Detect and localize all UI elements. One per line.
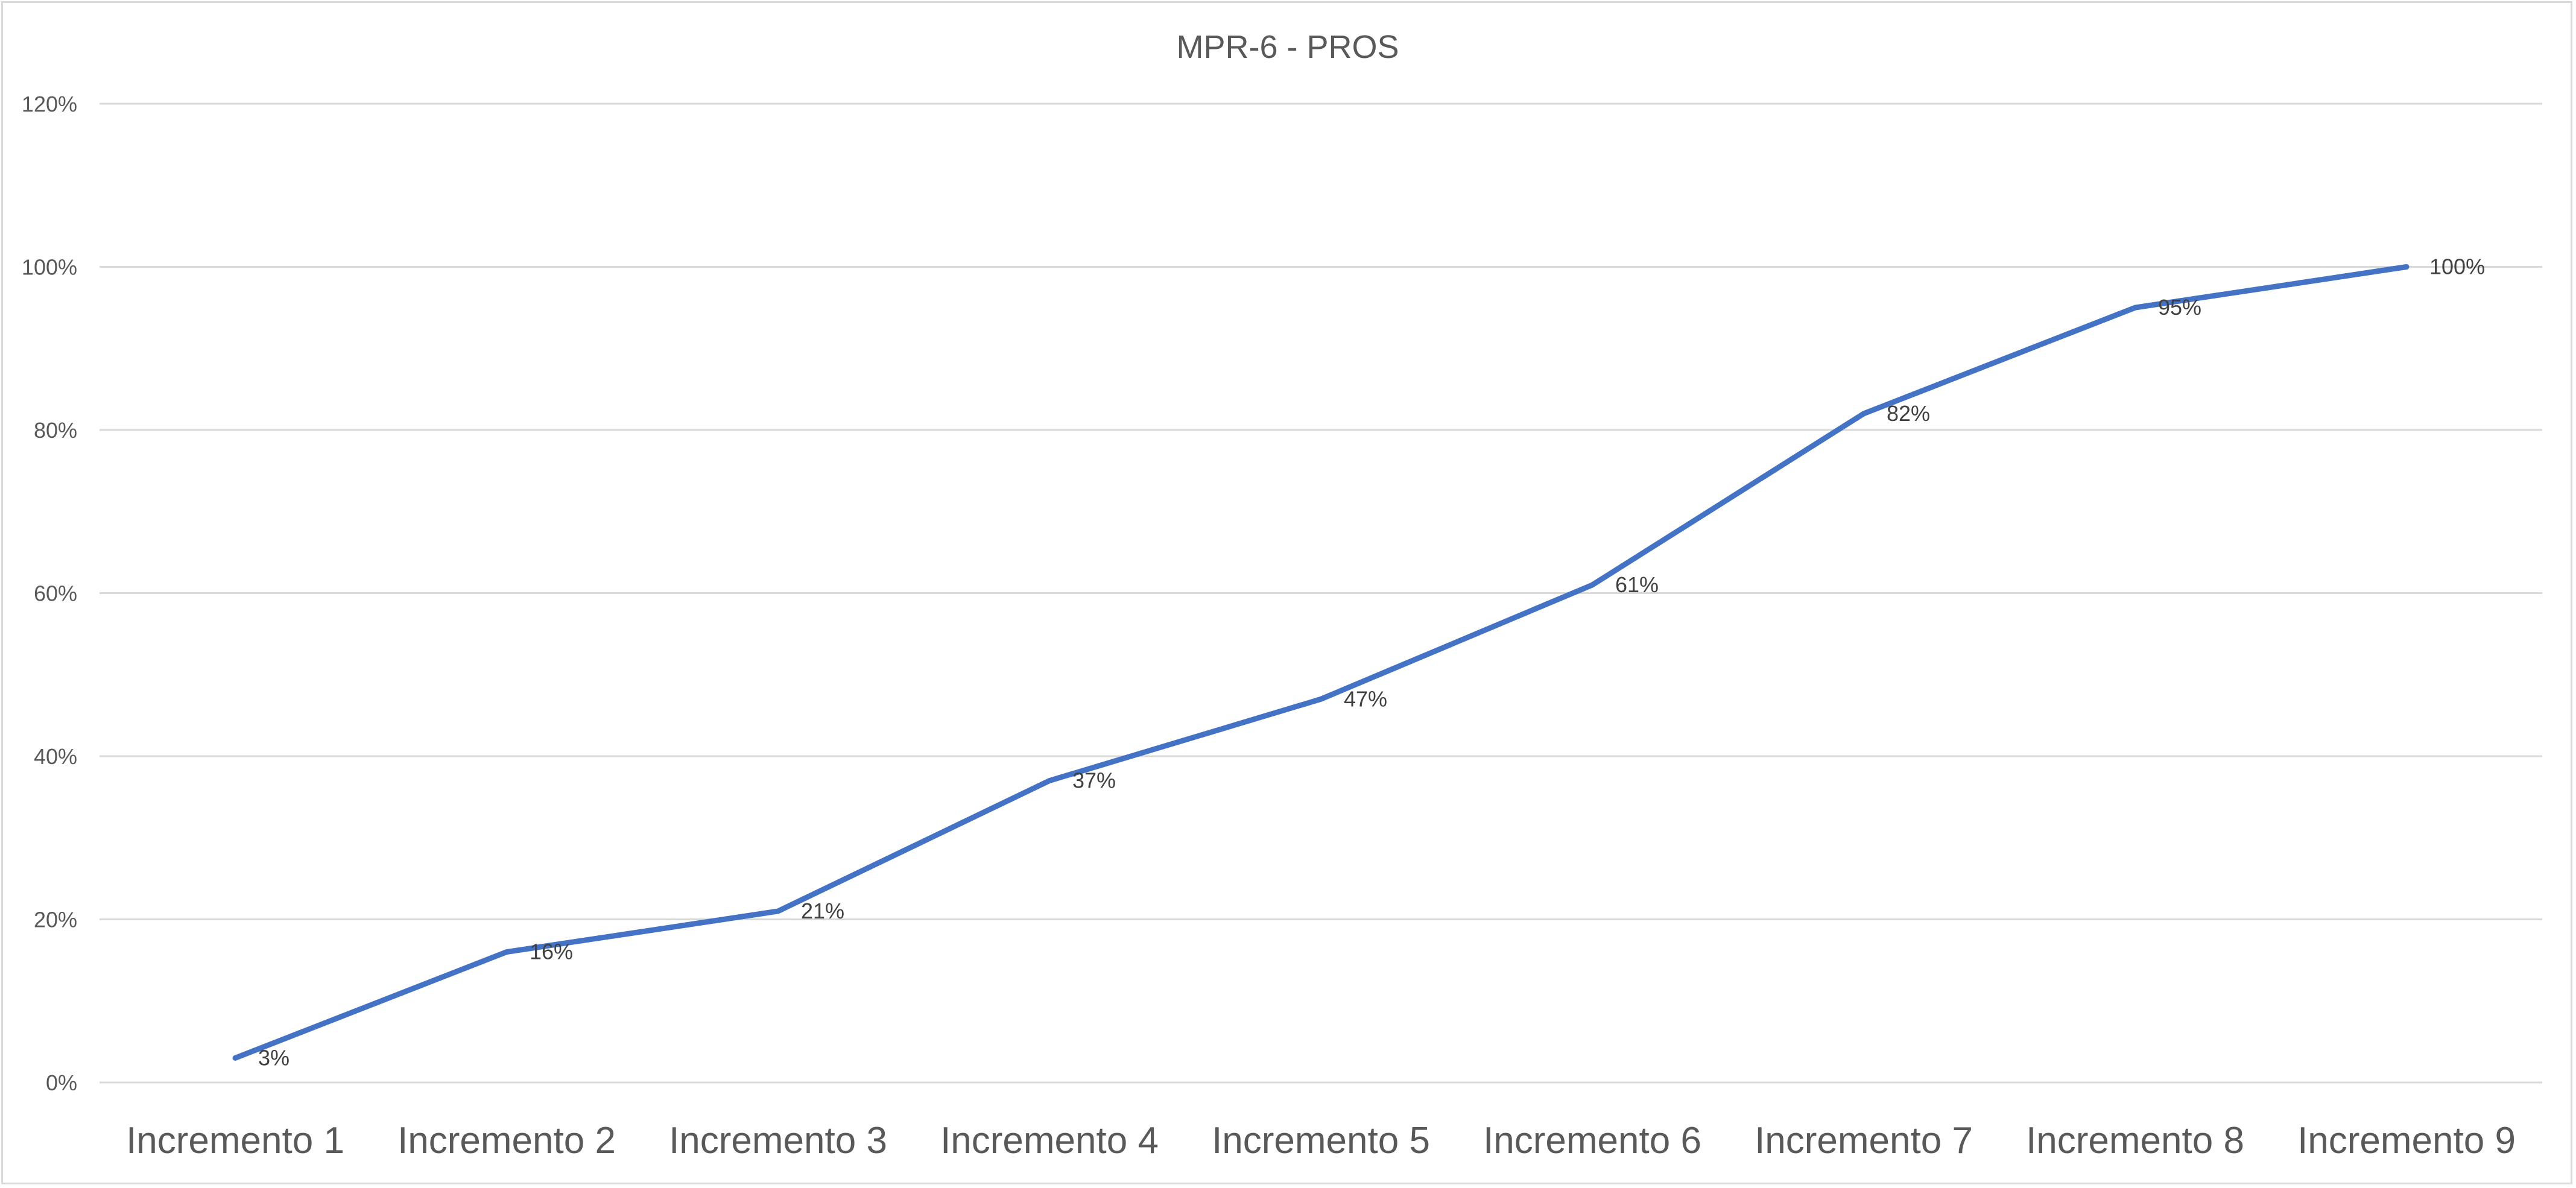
y-tick-label: 20% — [34, 908, 77, 932]
gridlines — [100, 103, 2542, 1084]
x-tick-label: Incremento 2 — [397, 1120, 616, 1161]
y-tick-label: 80% — [34, 418, 77, 443]
x-tick-label: Incremento 1 — [126, 1120, 344, 1161]
data-point — [1590, 582, 1595, 587]
data-point — [2404, 264, 2409, 270]
data-label: 3% — [258, 1045, 290, 1070]
data-point — [776, 908, 780, 914]
x-tick-label: Incremento 9 — [2297, 1120, 2516, 1161]
chart-title: MPR-6 - PROS — [1176, 29, 1399, 65]
x-axis-ticks: Incremento 1 Incremento 2 Incremento 3 Incr… — [126, 1120, 2516, 1161]
data-label: 95% — [2158, 295, 2201, 320]
data-label: 47% — [1344, 686, 1387, 711]
y-tick-label: 120% — [22, 92, 77, 116]
series-layer — [232, 264, 2410, 1061]
x-tick-label: Incremento 3 — [669, 1120, 887, 1161]
data-point — [233, 1055, 238, 1061]
data-label: 16% — [530, 940, 573, 964]
data-point — [1318, 697, 1323, 702]
x-tick-label: Incremento 5 — [1212, 1120, 1430, 1161]
data-point — [1047, 778, 1052, 783]
x-tick-label: Incremento 7 — [1755, 1120, 1973, 1161]
y-tick-label: 0% — [46, 1070, 77, 1095]
data-label: 21% — [801, 899, 844, 923]
x-tick-label: Incremento 8 — [2026, 1120, 2244, 1161]
x-tick-label: Incremento 4 — [940, 1120, 1159, 1161]
x-tick-label: Incremento 6 — [1483, 1120, 1701, 1161]
data-labels: 3% 16% 21% 37% 47% 61% 82% 95% 100% — [258, 254, 2485, 1070]
data-label: 82% — [1887, 401, 1930, 426]
data-label: 100% — [2429, 254, 2485, 279]
data-label: 61% — [1615, 572, 1659, 597]
y-tick-label: 40% — [34, 744, 77, 769]
data-point — [504, 949, 509, 955]
y-tick-label: 60% — [34, 581, 77, 606]
y-axis-ticks: 0% 20% 40% 60% 80% 100% 120% — [22, 92, 77, 1095]
data-point — [2133, 305, 2138, 311]
data-point — [1861, 411, 1866, 416]
y-tick-label: 100% — [22, 255, 77, 280]
data-label: 37% — [1072, 768, 1116, 793]
